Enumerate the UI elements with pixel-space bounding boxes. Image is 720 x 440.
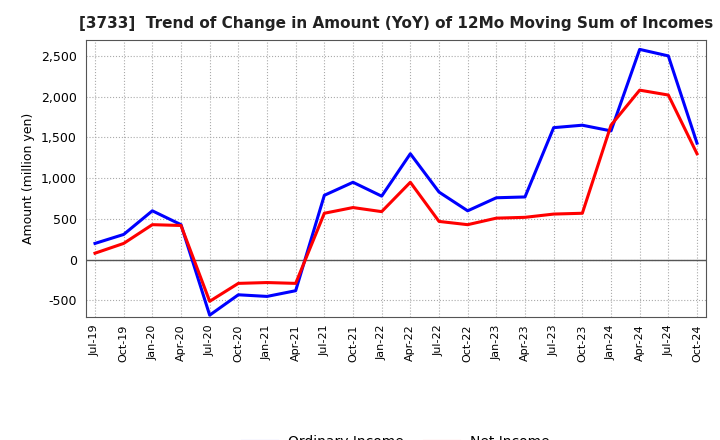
Ordinary Income [205, 312, 214, 318]
Net Income [664, 92, 672, 98]
Net Income [377, 209, 386, 214]
Ordinary Income [292, 288, 300, 293]
Net Income [292, 281, 300, 286]
Line: Ordinary Income: Ordinary Income [95, 49, 697, 315]
Ordinary Income [120, 232, 128, 237]
Net Income [549, 212, 558, 217]
Ordinary Income [263, 294, 271, 299]
Ordinary Income [693, 140, 701, 146]
Ordinary Income [435, 189, 444, 194]
Net Income [693, 151, 701, 156]
Ordinary Income [148, 208, 157, 213]
Ordinary Income [377, 194, 386, 199]
Line: Net Income: Net Income [95, 90, 697, 301]
Ordinary Income [607, 128, 616, 134]
Legend: Ordinary Income, Net Income: Ordinary Income, Net Income [236, 429, 556, 440]
Net Income [320, 211, 328, 216]
Net Income [205, 299, 214, 304]
Net Income [120, 241, 128, 246]
Net Income [607, 123, 616, 128]
Net Income [578, 211, 587, 216]
Net Income [492, 216, 500, 221]
Ordinary Income [578, 123, 587, 128]
Ordinary Income [320, 193, 328, 198]
Net Income [406, 180, 415, 185]
Net Income [521, 215, 529, 220]
Net Income [176, 223, 185, 228]
Ordinary Income [635, 47, 644, 52]
Y-axis label: Amount (million yen): Amount (million yen) [22, 113, 35, 244]
Ordinary Income [492, 195, 500, 200]
Ordinary Income [348, 180, 357, 185]
Net Income [464, 222, 472, 227]
Ordinary Income [176, 222, 185, 227]
Ordinary Income [664, 53, 672, 59]
Ordinary Income [406, 151, 415, 156]
Ordinary Income [549, 125, 558, 130]
Ordinary Income [91, 241, 99, 246]
Net Income [348, 205, 357, 210]
Net Income [234, 281, 243, 286]
Net Income [635, 88, 644, 93]
Net Income [263, 280, 271, 285]
Ordinary Income [464, 208, 472, 213]
Ordinary Income [521, 194, 529, 200]
Ordinary Income [234, 292, 243, 297]
Net Income [91, 250, 99, 256]
Title: [3733]  Trend of Change in Amount (YoY) of 12Mo Moving Sum of Incomes: [3733] Trend of Change in Amount (YoY) o… [79, 16, 713, 32]
Net Income [148, 222, 157, 227]
Net Income [435, 219, 444, 224]
